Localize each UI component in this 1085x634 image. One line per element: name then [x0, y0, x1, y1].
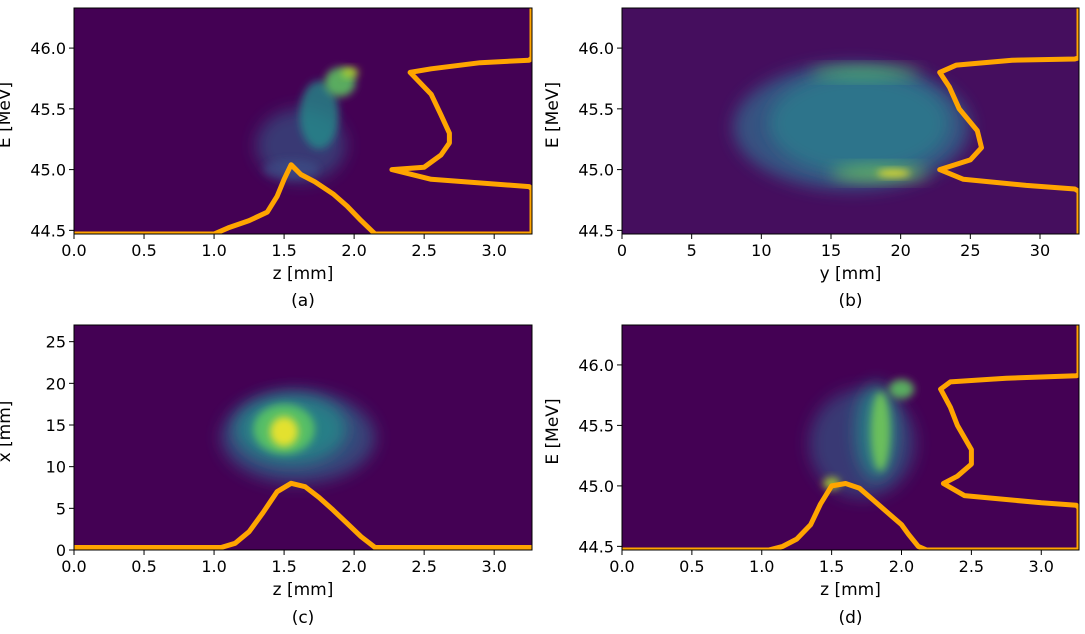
- x-tick-label: 1.0: [749, 557, 774, 576]
- panel-a: 0.0 0.5 1.0 1.5 2.0 2.5 3.0 44.5 45.0 45.5 46.0 z […: [0, 7, 533, 311]
- profile-line-E-profile: [389, 8, 532, 234]
- profile-line-E-profile: [937, 8, 1079, 234]
- x-tick-label: 3.0: [1029, 557, 1054, 576]
- profile-line-z-profile: [74, 480, 532, 550]
- y-tick-label: 0: [56, 541, 66, 560]
- axes-frame: [73, 7, 533, 235]
- density-blob: [299, 80, 339, 149]
- y-tick-label: 44.5: [578, 221, 614, 240]
- y-tick-label: 44.5: [30, 221, 66, 240]
- y-tick-label: 45.0: [578, 161, 614, 180]
- x-tick-label: 1.0: [201, 557, 226, 576]
- x-tick-label: 2.5: [959, 557, 984, 576]
- axes-frame: [621, 324, 1080, 551]
- density-blob: [888, 379, 915, 399]
- y-axis-label: E [MeV]: [543, 398, 563, 464]
- x-tick-label: 2.0: [341, 557, 366, 576]
- y-tick-label: 10: [46, 458, 66, 477]
- x-axis-label: z [mm]: [820, 580, 881, 600]
- y-tick-label: 45.5: [578, 416, 614, 435]
- x-tick-label: 0: [617, 241, 627, 260]
- axes-frame: [73, 324, 533, 551]
- y-axis-label: E [MeV]: [0, 82, 15, 148]
- x-tick-label: 20: [890, 241, 910, 260]
- x-tick-label: 3.0: [481, 557, 506, 576]
- x-tick-label: 30: [1030, 241, 1050, 260]
- panel-caption: (a): [291, 291, 315, 311]
- panel-caption: (c): [292, 608, 315, 628]
- y-axis-label: x [mm]: [0, 401, 15, 463]
- density-blob: [768, 72, 950, 175]
- panel-caption: (d): [838, 608, 862, 628]
- y-tick-label: 25: [46, 333, 66, 352]
- density-blob: [876, 169, 911, 177]
- y-tick-label: 45.0: [30, 161, 66, 180]
- axes-frame: [621, 7, 1080, 235]
- x-tick-label: 3.0: [481, 241, 506, 260]
- density-blob: [810, 66, 922, 79]
- x-tick-label: 0.0: [609, 557, 634, 576]
- x-tick-label: 1.0: [201, 241, 226, 260]
- x-tick-label: 1.5: [819, 557, 844, 576]
- x-tick-label: 10: [751, 241, 771, 260]
- panel-c: 0.0 0.5 1.0 1.5 2.0 2.5 3.0 0 5 10 15 20 25 z [mm] x […: [0, 324, 533, 628]
- x-axis-label: z [mm]: [273, 264, 334, 284]
- profile-line-E-profile: [938, 325, 1079, 550]
- y-tick-label: 46.0: [30, 39, 66, 58]
- profile-line-z-profile: [74, 162, 532, 234]
- panel-caption: (b): [838, 291, 862, 311]
- y-axis-label: E [MeV]: [543, 82, 563, 148]
- x-tick-label: 0.0: [61, 557, 86, 576]
- x-tick-label: 0.5: [131, 557, 156, 576]
- y-tick-label: 15: [46, 416, 66, 435]
- y-tick-label: 46.0: [578, 39, 614, 58]
- y-tick-label: 45.5: [30, 100, 66, 119]
- x-tick-label: 25: [960, 241, 980, 260]
- panel-b: 0 5 10 15 20 25 30 44.5 45.0 45.5 46.0 y [mm] E [MeV…: [543, 7, 1080, 311]
- y-tick-label: 44.5: [578, 537, 614, 556]
- x-tick-label: 0.0: [61, 241, 86, 260]
- x-tick-label: 2.0: [341, 241, 366, 260]
- profile-line-z-profile: [622, 481, 1079, 550]
- y-tick-label: 45.0: [578, 477, 614, 496]
- x-tick-label: 15: [821, 241, 841, 260]
- y-tick-label: 45.5: [578, 100, 614, 119]
- x-tick-label: 1.5: [271, 557, 296, 576]
- x-tick-label: 2.5: [411, 241, 436, 260]
- density-blob: [870, 391, 891, 472]
- x-axis-label: z [mm]: [273, 580, 334, 600]
- x-tick-label: 2.5: [411, 557, 436, 576]
- density-blob: [341, 67, 359, 78]
- y-tick-label: 46.0: [578, 356, 614, 375]
- x-tick-label: 5: [687, 241, 697, 260]
- panel-d: 0.0 0.5 1.0 1.5 2.0 2.5 3.0 44.5 45.0 45.5 46.0 z […: [543, 324, 1080, 628]
- density-blob: [270, 416, 299, 447]
- x-tick-label: 1.5: [271, 241, 296, 260]
- x-tick-label: 0.5: [679, 557, 704, 576]
- y-tick-label: 5: [56, 499, 66, 518]
- x-tick-label: 0.5: [131, 241, 156, 260]
- x-axis-label: y [mm]: [820, 264, 882, 284]
- x-tick-label: 2.0: [889, 557, 914, 576]
- y-tick-label: 20: [46, 374, 66, 393]
